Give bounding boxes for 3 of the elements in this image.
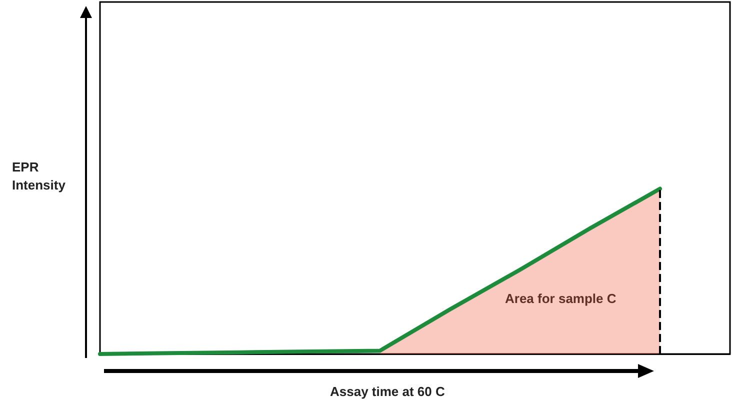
y-axis-title: EPR Intensity: [12, 160, 66, 192]
x-axis-title: Assay time at 60 C: [330, 384, 446, 399]
annotation: Area for sample C: [505, 291, 617, 306]
